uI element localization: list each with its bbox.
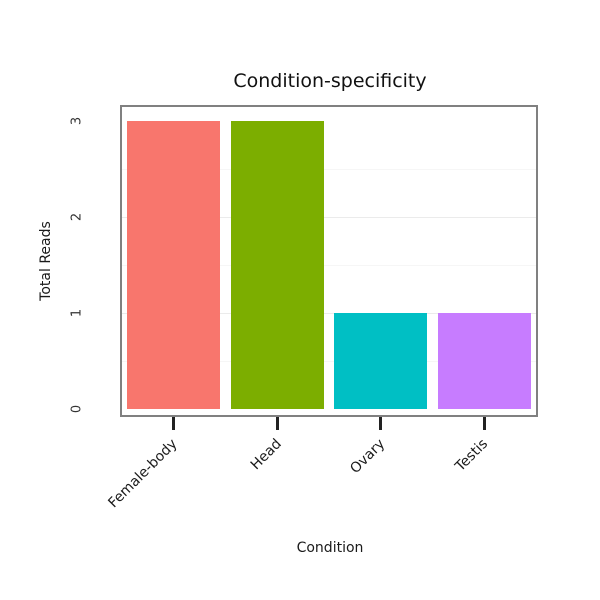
x-axis-tick — [482, 417, 486, 430]
x-tick-label: Ovary — [347, 436, 389, 477]
major-gridline — [122, 313, 536, 314]
x-axis-title: Condition — [296, 540, 364, 556]
minor-gridline — [122, 169, 536, 170]
bar-head — [230, 121, 324, 409]
bar-ovary — [334, 313, 428, 409]
bar-female-body — [127, 121, 221, 409]
x-axis-tick — [379, 417, 383, 430]
y-tick-label: 3 — [69, 116, 85, 126]
x-tick-label: Testis — [452, 436, 492, 475]
minor-gridline — [122, 361, 536, 362]
x-tick-label: Female-body — [105, 436, 182, 512]
y-tick-label: 0 — [69, 404, 85, 414]
chart-title: Condition-specificity — [233, 70, 427, 92]
bar-testis — [437, 313, 531, 409]
plot-panel — [120, 105, 538, 417]
x-tick-label: Head — [247, 436, 285, 474]
x-axis-tick — [275, 417, 279, 430]
x-axis-tick — [172, 417, 176, 430]
minor-gridline — [122, 265, 536, 266]
y-axis-title: Total Reads — [38, 221, 54, 301]
major-gridline — [122, 217, 536, 218]
y-tick-label: 1 — [69, 308, 85, 318]
y-tick-label: 2 — [69, 212, 85, 222]
